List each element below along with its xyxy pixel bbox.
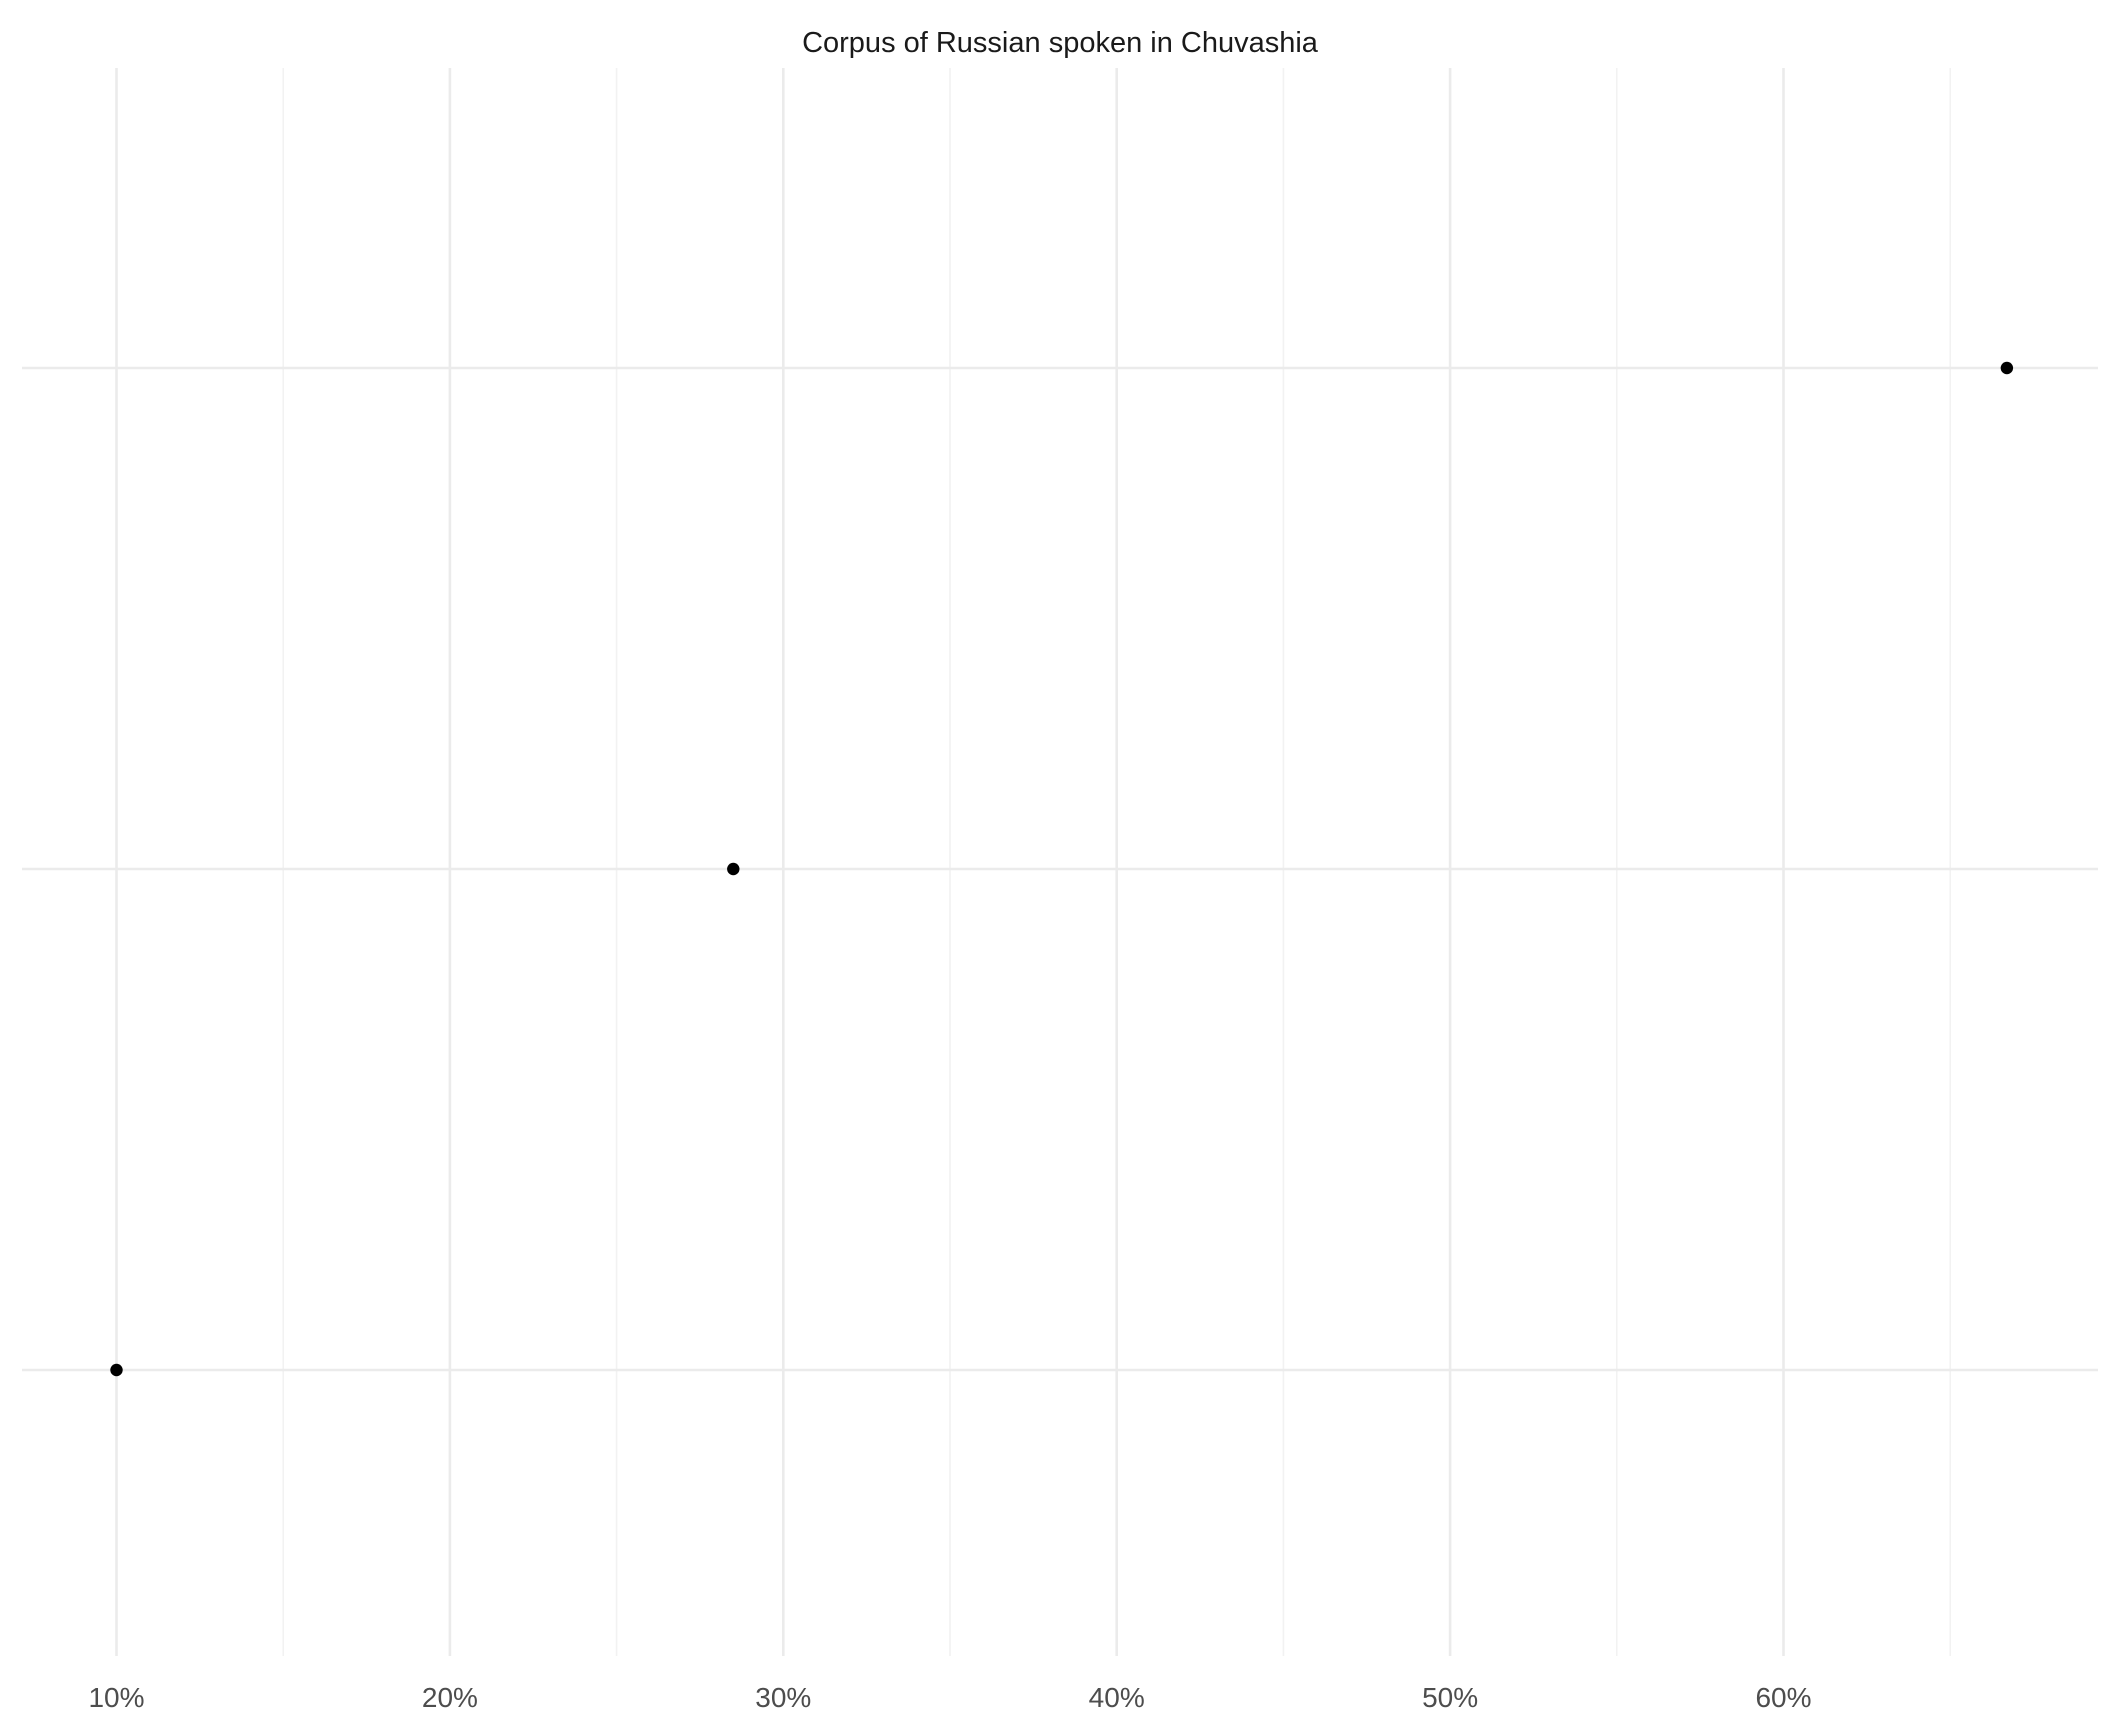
x-tick-label: 40%: [1089, 1682, 1145, 1713]
x-tick-label: 20%: [422, 1682, 478, 1713]
x-tick-label: 50%: [1422, 1682, 1478, 1713]
x-tick-label: 60%: [1755, 1682, 1811, 1713]
chart-title: Corpus of Russian spoken in Chuvashia: [802, 27, 1319, 59]
data-point: [2000, 361, 2014, 375]
data-point: [110, 1363, 123, 1377]
data-point: [727, 862, 740, 876]
x-tick-label: 10%: [88, 1682, 144, 1713]
x-tick-label: 30%: [755, 1682, 811, 1713]
x-axis-tick-labels: 10% 20% 30% 40% 50% 60%: [88, 1682, 1811, 1713]
grid: [22, 68, 2098, 1656]
data-points: [110, 361, 2014, 1377]
